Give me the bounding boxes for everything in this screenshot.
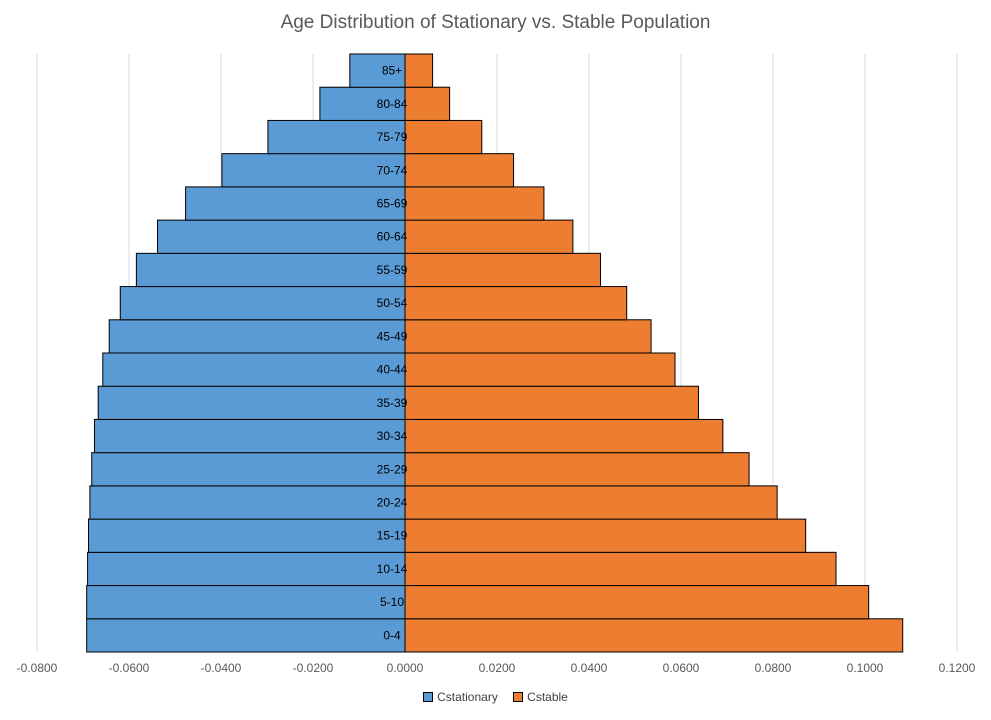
category-label: 40-44 [377, 363, 408, 377]
category-label: 10-14 [377, 562, 408, 576]
x-tick-label: 0.0200 [479, 661, 516, 675]
x-tick-label: 0.1200 [939, 661, 976, 675]
x-tick-label: 0.0600 [663, 661, 700, 675]
category-label: 20-24 [377, 496, 408, 510]
bar-stable-20-24 [404, 485, 778, 520]
x-tick-label: 0.0800 [755, 661, 792, 675]
category-label: 55-59 [377, 263, 408, 277]
bar-stable-30-34 [404, 418, 724, 454]
bar-stable-5-10 [404, 585, 870, 620]
bar-stationary-30-34 [94, 418, 406, 454]
category-label: 25-29 [377, 462, 408, 476]
x-tick-label: -0.0200 [293, 661, 334, 675]
bar-stable-10-14 [404, 551, 837, 587]
bar-stationary-0-4 [86, 618, 406, 653]
category-label: 80-84 [377, 97, 408, 111]
legend-swatch-stable [513, 692, 524, 702]
bar-stationary-45-49 [108, 319, 406, 354]
x-tick-label: -0.0400 [201, 661, 242, 675]
category-label: 85+ [382, 64, 402, 78]
bar-stable-85+ [404, 53, 434, 88]
legend: Cstationary Cstable [0, 690, 991, 705]
bar-stationary-50-54 [119, 286, 406, 321]
bar-stable-80-84 [404, 86, 451, 121]
bar-stationary-60-64 [157, 219, 406, 254]
category-label: 30-34 [377, 429, 408, 443]
x-tick-label: 0.0400 [571, 661, 608, 675]
x-tick-label: -0.0600 [109, 661, 150, 675]
category-label: 0-4 [383, 628, 401, 642]
bar-stationary-15-19 [88, 518, 406, 553]
bar-stationary-85+ [349, 53, 406, 88]
category-label: 65-69 [377, 197, 408, 211]
bar-stationary-25-29 [91, 452, 406, 487]
category-label: 75-79 [377, 130, 408, 144]
category-label: 50-54 [377, 296, 408, 310]
bar-stationary-35-39 [97, 385, 406, 420]
bar-stable-55-59 [404, 252, 601, 288]
legend-label-stationary: Cstationary [437, 690, 498, 704]
bar-stable-15-19 [404, 518, 807, 553]
category-label: 45-49 [377, 329, 408, 343]
bar-stationary-75-79 [267, 119, 406, 155]
bar-stable-45-49 [404, 319, 652, 354]
bar-stable-40-44 [404, 352, 676, 387]
category-label: 5-10 [380, 595, 404, 609]
bar-stable-35-39 [404, 385, 699, 420]
legend-swatch-stationary [423, 692, 434, 702]
bar-stable-70-74 [404, 153, 515, 188]
x-tick-label: 0.1000 [847, 661, 884, 675]
x-tick-label: -0.0800 [17, 661, 58, 675]
legend-item-stationary: Cstationary [423, 690, 498, 704]
category-label: 15-19 [377, 529, 408, 543]
bar-stable-65-69 [404, 186, 545, 221]
x-tick-label: 0.0000 [387, 661, 424, 675]
category-label: 60-64 [377, 230, 408, 244]
bar-stable-50-54 [404, 286, 628, 321]
bar-stable-0-4 [404, 618, 904, 653]
category-label: 70-74 [377, 163, 408, 177]
bar-stable-75-79 [404, 119, 483, 155]
legend-label-stable: Cstable [527, 690, 568, 704]
bar-stationary-40-44 [102, 352, 406, 387]
bar-stationary-55-59 [135, 252, 406, 288]
category-label: 35-39 [377, 396, 408, 410]
bar-stable-60-64 [404, 219, 574, 254]
bar-stationary-20-24 [89, 485, 406, 520]
bar-stationary-5-10 [86, 585, 406, 620]
chart-title: Age Distribution of Stationary vs. Stabl… [280, 12, 711, 33]
bar-stationary-10-14 [87, 551, 406, 587]
bar-stable-25-29 [404, 452, 750, 487]
bar-stationary-65-69 [185, 186, 406, 221]
legend-item-stable: Cstable [513, 690, 568, 704]
